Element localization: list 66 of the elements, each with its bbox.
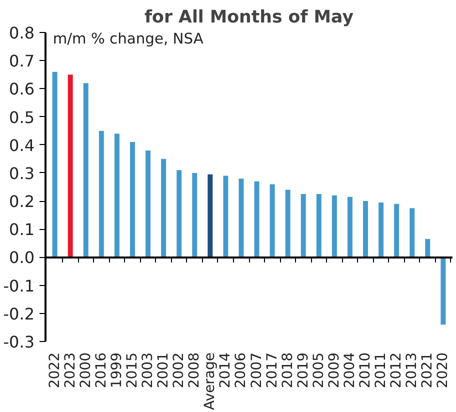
bar	[254, 181, 260, 258]
x-tick-label: 2016	[93, 352, 110, 388]
x-tick-label: 2008	[186, 352, 203, 388]
bar	[300, 194, 306, 258]
x-tick-label: 2007	[248, 352, 265, 388]
x-tick-label: 2015	[124, 352, 140, 388]
bar	[114, 134, 120, 258]
y-tick-label: 0.0	[9, 248, 35, 268]
bar	[332, 195, 337, 258]
bar	[316, 194, 322, 258]
bar	[68, 74, 73, 258]
x-tick-label: 2001	[156, 352, 172, 388]
y-tick-label: 0.2	[9, 192, 35, 212]
x-tick-label: 2006	[233, 352, 250, 388]
y-tick-label: 0.6	[9, 80, 35, 99]
bar	[208, 174, 213, 258]
x-tick-label: 2019	[295, 352, 312, 388]
x-tick-label: 2012	[388, 352, 405, 388]
x-tick-label: 2003	[140, 352, 156, 388]
y-tick-label: 0.1	[9, 220, 35, 240]
bar	[363, 201, 368, 258]
bar	[394, 204, 400, 258]
x-tick-label: 2022	[46, 352, 63, 388]
x-tick-label: 2002	[171, 352, 188, 388]
bar	[161, 158, 166, 258]
y-tick-label: -0.3	[3, 332, 34, 352]
x-tick-label: 2005	[310, 352, 327, 388]
bar	[192, 172, 198, 258]
chart-title: for All Months of May	[144, 8, 354, 28]
y-tick-label: 0.4	[9, 136, 35, 155]
y-tick-label: 0.7	[9, 52, 35, 71]
x-tick-label: 2020	[435, 352, 452, 388]
bar	[378, 202, 384, 258]
bar	[130, 142, 135, 258]
y-tick-label: -0.2	[3, 304, 34, 324]
x-tick-label: 2004	[342, 352, 358, 388]
x-tick-label: Average	[202, 352, 218, 410]
bar	[440, 257, 446, 325]
x-tick-label: 1999	[108, 352, 125, 388]
y-tick-label: 0.3	[9, 164, 35, 183]
bar	[146, 150, 151, 258]
x-tick-label: 2013	[404, 352, 420, 388]
x-tick-label: 2023	[62, 352, 78, 388]
y-tick-label: -0.1	[3, 276, 34, 296]
x-tick-label: 2000	[78, 352, 94, 388]
bar	[83, 83, 88, 258]
x-tick-label: 2017	[264, 352, 280, 388]
bar	[270, 184, 275, 258]
y-tick-label: 0.8	[9, 24, 35, 42]
x-tick-label: 2014	[218, 352, 234, 388]
x-tick-label: 2021	[420, 352, 436, 388]
y-tick-label: 0.5	[9, 108, 35, 127]
x-tick-label: 2010	[358, 352, 374, 388]
bar	[98, 130, 104, 258]
bar	[52, 72, 58, 258]
chart-subtitle: m/m % change, NSA	[52, 30, 204, 48]
x-tick-label: 2011	[373, 352, 390, 388]
bar	[347, 196, 352, 258]
bar	[285, 190, 290, 258]
x-tick-label: 2018	[280, 352, 296, 388]
bar	[410, 208, 415, 258]
x-tick-label: 2009	[326, 352, 342, 388]
bar	[425, 238, 430, 258]
bar	[176, 170, 182, 258]
bar	[223, 176, 228, 258]
bar	[238, 178, 244, 258]
